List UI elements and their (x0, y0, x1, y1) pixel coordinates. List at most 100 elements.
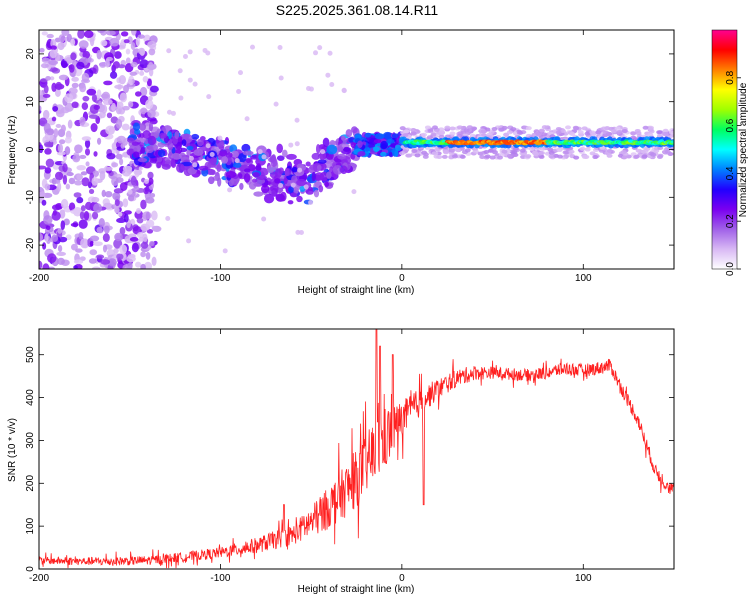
heatmap-cell (380, 140, 389, 149)
heatmap-cell (115, 118, 123, 129)
heatmap-cell (116, 101, 124, 109)
heatmap-cell (96, 49, 102, 60)
heatmap-cell (109, 37, 120, 47)
heatmap-cell (143, 187, 149, 195)
heatmap-cell (53, 128, 59, 138)
heatmap-cell (662, 128, 669, 133)
heatmap-cell (233, 162, 242, 168)
heatmap-cell (253, 191, 264, 197)
heatmap-cell (114, 232, 123, 242)
heatmap-cell (454, 148, 461, 153)
heatmap-cell (290, 192, 298, 198)
heatmap-cell (119, 158, 124, 166)
heatmap-cell (308, 199, 314, 205)
heatmap-cell (656, 130, 663, 135)
snr-y-tick-label: 300 (25, 432, 36, 449)
snr-y-axis-label: SNR (10 * v/v) (7, 418, 18, 482)
heatmap-cell (127, 137, 135, 143)
heatmap-cell (255, 165, 262, 171)
heatmap-cell (130, 61, 138, 68)
heatmap-cell (111, 162, 119, 168)
heatmap-y-tick-label: 0 (25, 146, 36, 152)
heatmap-cell (648, 129, 655, 134)
heatmap-cell (132, 151, 140, 158)
heatmap-cell (140, 107, 148, 115)
heatmap-cell (274, 178, 281, 184)
heatmap-cell (142, 76, 149, 83)
heatmap-cell (209, 156, 217, 166)
heatmap-cell (39, 105, 42, 112)
heatmap-cell (548, 150, 555, 155)
heatmap-cell (261, 216, 267, 222)
heatmap-marks (39, 30, 674, 269)
heatmap-cell (42, 263, 50, 269)
heatmap-cell (178, 95, 184, 101)
heatmap-cell (314, 172, 324, 181)
heatmap-cell (99, 170, 106, 181)
heatmap-cell (256, 175, 268, 181)
heatmap-cell (221, 156, 229, 164)
heatmap-cell (44, 183, 51, 191)
heatmap-cell (85, 161, 90, 167)
heatmap-cell (432, 125, 439, 130)
heatmap-cell (123, 210, 132, 215)
heatmap-cell (85, 201, 93, 211)
heatmap-cell (51, 234, 59, 242)
heatmap-cell (140, 147, 146, 154)
heatmap-cell (251, 178, 258, 183)
heatmap-cell (541, 132, 548, 137)
heatmap-cell (113, 247, 119, 254)
heatmap-cell (39, 232, 44, 242)
heatmap-cell (394, 144, 403, 151)
heatmap-cell (135, 261, 142, 268)
heatmap-cell (285, 153, 297, 160)
heatmap-cell (126, 255, 136, 263)
heatmap-cell (88, 114, 99, 119)
heatmap-cell (606, 148, 613, 153)
heatmap-cell (284, 168, 290, 176)
heatmap-cell (620, 150, 627, 155)
heatmap-x-axis-label: Height of straight line (km) (298, 285, 415, 296)
heatmap-cell (125, 57, 131, 65)
heatmap-cell (581, 126, 588, 131)
heatmap-cell (66, 172, 74, 177)
heatmap-cell (139, 70, 145, 76)
heatmap-cell (71, 82, 79, 89)
heatmap-cell (89, 235, 100, 242)
heatmap-cell (311, 171, 316, 182)
heatmap-cell (343, 146, 351, 152)
heatmap-cell (61, 30, 70, 37)
heatmap-cell (72, 154, 81, 163)
heatmap-cell (595, 130, 602, 135)
heatmap-cell (70, 209, 80, 215)
heatmap-cell (138, 236, 144, 242)
heatmap-cell (573, 126, 580, 131)
heatmap-cell (186, 238, 192, 244)
heatmap-cell (270, 185, 279, 193)
heatmap-cell (130, 175, 137, 186)
heatmap-cell (555, 130, 562, 135)
heatmap-cell (121, 123, 130, 131)
heatmap-cell (641, 154, 648, 159)
heatmap-cell (156, 161, 162, 169)
heatmap-cell (278, 182, 284, 188)
heatmap-y-tick-label: -10 (25, 190, 36, 205)
heatmap-cell (372, 146, 380, 152)
heatmap-cell (147, 61, 154, 71)
heatmap-cell (115, 153, 123, 160)
heatmap-cell (119, 227, 126, 236)
heatmap-cell (39, 165, 47, 170)
heatmap-cell (324, 181, 330, 187)
heatmap-cell (144, 261, 153, 269)
heatmap-cell (456, 133, 463, 138)
heatmap-cell (503, 132, 510, 137)
heatmap-cell (391, 133, 399, 139)
heatmap-cell (133, 169, 139, 175)
heatmap-cell (442, 149, 449, 154)
snr-series-line (39, 329, 674, 569)
heatmap-cell (132, 122, 141, 132)
heatmap-cell (56, 257, 66, 265)
heatmap-cell (136, 217, 144, 224)
heatmap-cell (98, 217, 105, 228)
heatmap-cell (76, 165, 86, 171)
